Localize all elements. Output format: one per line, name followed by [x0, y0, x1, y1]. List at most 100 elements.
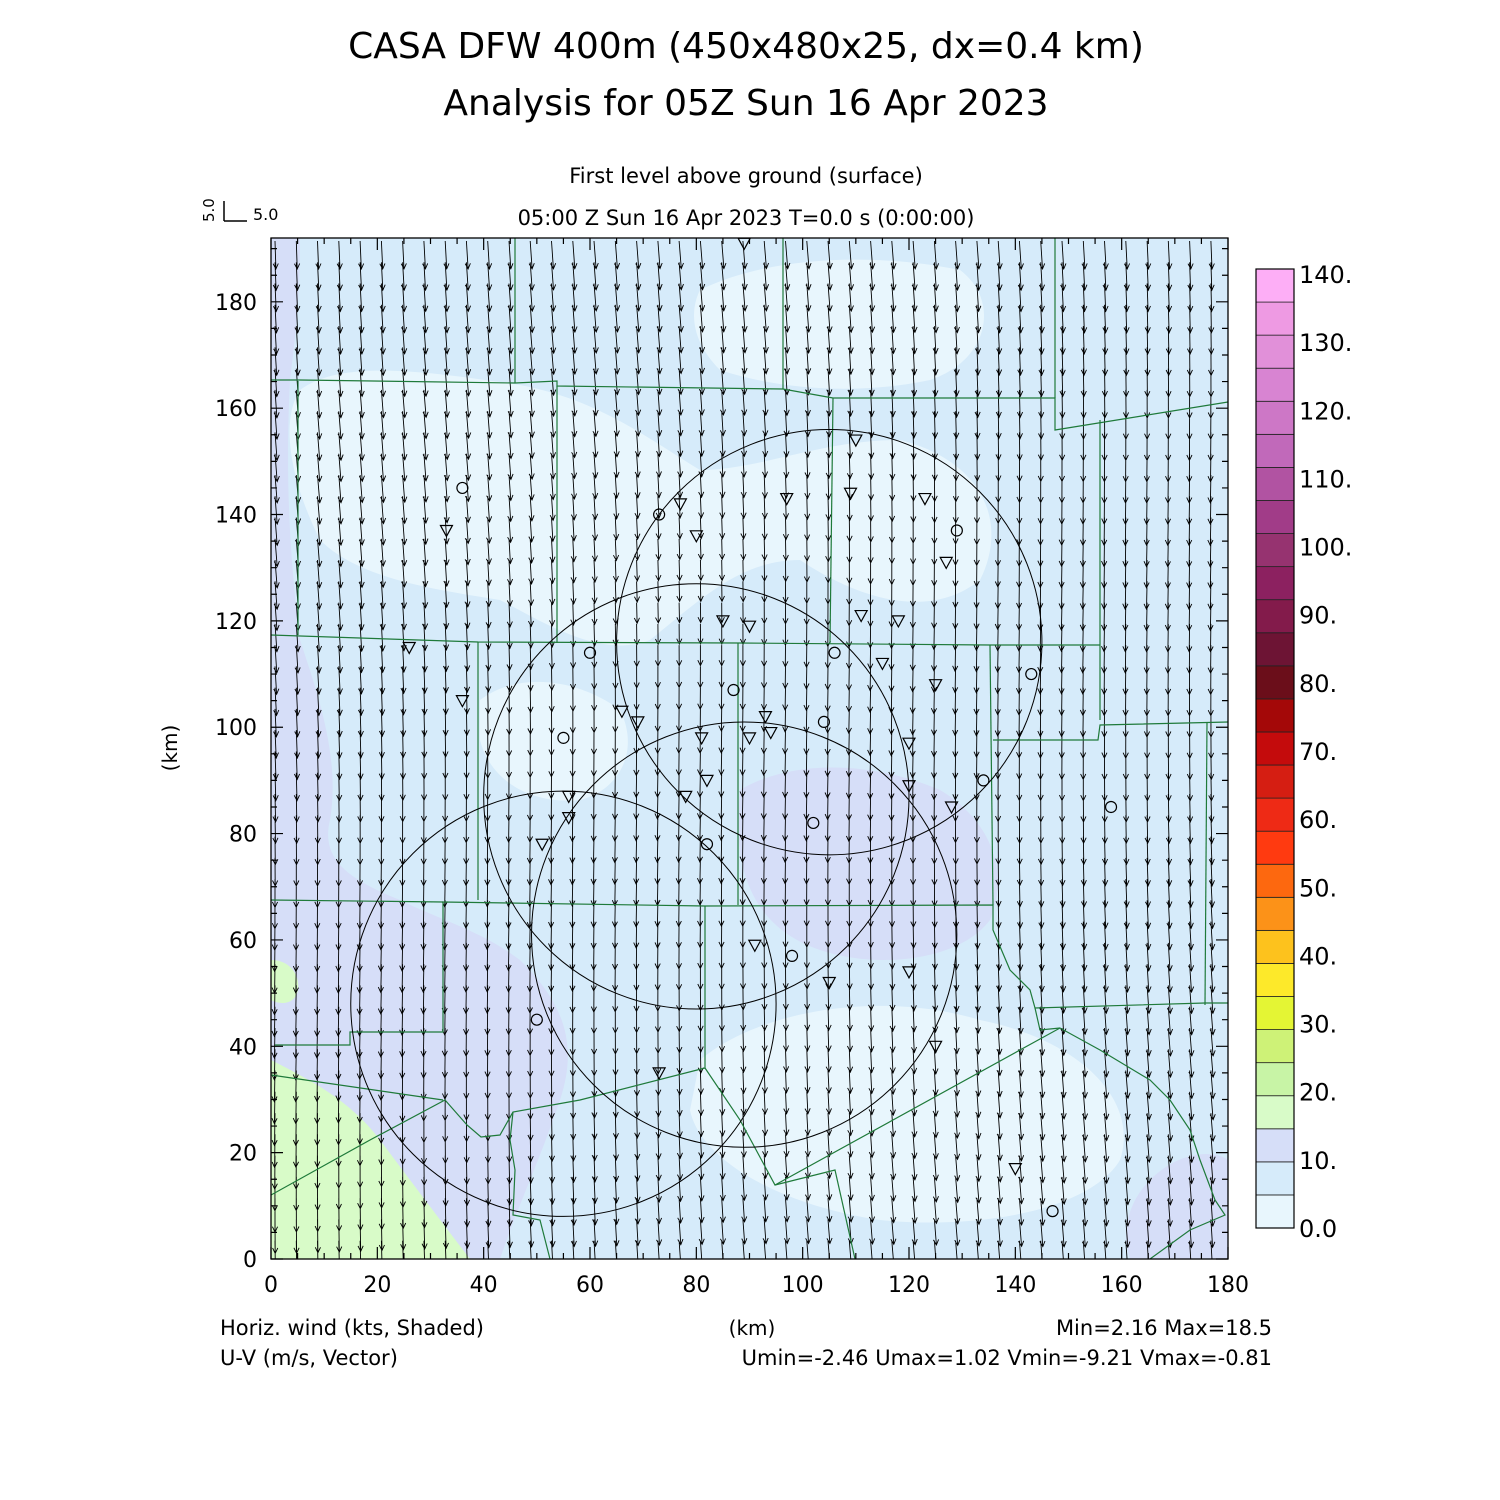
- colorbar-swatch: [1255, 467, 1295, 501]
- station-triangle-marker: [891, 615, 906, 629]
- station-circle-marker: [817, 715, 831, 729]
- y-tick-label: 20: [229, 1142, 257, 1167]
- y-axis-unit: (km): [158, 725, 182, 772]
- plot-area: [271, 238, 1228, 1259]
- shade-mid-east: [738, 767, 998, 960]
- x-tick-label: 100: [782, 1273, 824, 1298]
- colorbar-frame: [1255, 268, 1295, 1229]
- colorbar-swatch: [1255, 433, 1295, 468]
- radar-range-ring: [483, 583, 910, 1010]
- station-triangle-marker: [402, 641, 417, 655]
- colorbar-swatch: [1255, 698, 1295, 733]
- station-triangle-marker: [747, 939, 762, 953]
- y-tick-label: 140: [215, 504, 257, 529]
- county-line: [993, 721, 1228, 741]
- county-line: [271, 1074, 444, 1101]
- station-triangle-marker: [678, 790, 693, 804]
- shade-high-sw: [271, 1060, 470, 1259]
- y-tick-label: 80: [229, 823, 257, 848]
- colorbar-swatch: [1255, 599, 1295, 634]
- station-triangle-marker: [535, 838, 550, 852]
- station-markers: [402, 238, 1118, 1218]
- colorbar-swatch: [1255, 566, 1295, 601]
- station-triangle-marker: [843, 487, 858, 501]
- axes: 0 20 40 60 80 100 120 140 160 180 0 20 40 60 80 100 120 1…: [215, 238, 1249, 1298]
- time-subtitle: 05:00 Z Sun 16 Apr 2023 T=0.0 s (0:00:00…: [518, 206, 975, 230]
- main-title-line1: CASA DFW 400m (450x480x25, dx=0.4 km): [348, 26, 1144, 67]
- colorbar-swatch: [1255, 830, 1295, 865]
- colorbar-label: 120.: [1299, 397, 1352, 425]
- station-circle-marker: [807, 816, 820, 830]
- county-line: [829, 397, 834, 644]
- station-circle-marker: [785, 949, 799, 962]
- x-tick-label: 40: [470, 1273, 498, 1298]
- shade-low-south: [690, 1005, 1124, 1223]
- y-tick-label: 100: [215, 716, 257, 741]
- level-subtitle: First level above ground (surface): [569, 164, 923, 188]
- colorbar-label: 40.: [1299, 942, 1337, 970]
- colorbar-label: 130.: [1299, 329, 1352, 357]
- colorbar: 0.0 10. 20. 30. 40. 50. 60. 70. 80. 90. 100. 110. 12…: [1255, 261, 1352, 1243]
- colorbar-label: 90.: [1299, 602, 1337, 630]
- colorbar-swatch: [1255, 731, 1295, 766]
- min-max-readout: Min=2.16 Max=18.5: [1056, 1316, 1272, 1340]
- colorbar-swatch: [1255, 896, 1295, 931]
- main-title-line2: Analysis for 05Z Sun 16 Apr 2023: [443, 83, 1048, 124]
- station-triangle-marker: [822, 976, 837, 990]
- station-triangle-marker: [848, 434, 863, 448]
- y-tick-label: 60: [229, 929, 257, 954]
- station-triangle-marker: [875, 657, 890, 671]
- colorbar-swatch: [1255, 963, 1295, 997]
- station-triangle-marker: [742, 732, 757, 746]
- county-line: [271, 379, 1228, 431]
- station-triangle-marker: [673, 498, 688, 512]
- colorbar-swatch: [1255, 1194, 1295, 1229]
- station-triangle-marker: [439, 524, 454, 538]
- x-tick-label: 140: [994, 1273, 1036, 1298]
- colorbar-swatch: [1255, 929, 1295, 964]
- station-circle-marker: [1046, 1205, 1059, 1218]
- shade-low-northeast: [694, 259, 984, 389]
- station-triangle-marker: [455, 695, 470, 708]
- colorbar-label: 20.: [1299, 1079, 1337, 1107]
- station-triangle-marker: [763, 726, 778, 740]
- colorbar-label: 110.: [1299, 465, 1352, 493]
- station-triangle-marker: [614, 705, 629, 719]
- colorbar-label: 10.: [1299, 1147, 1337, 1175]
- vector-scale-v-label: 5.0: [200, 198, 218, 222]
- colorbar-label: 80.: [1299, 670, 1337, 698]
- colorbar-swatch: [1255, 1095, 1295, 1130]
- colorbar-swatch: [1255, 665, 1295, 700]
- shade-low-center: [480, 681, 628, 801]
- county-line: [989, 644, 994, 906]
- colorbar-label: 100.: [1299, 534, 1352, 562]
- colorbar-label: 70.: [1299, 738, 1337, 766]
- radar-range-ring: [616, 428, 1043, 856]
- station-circle-marker: [977, 774, 990, 787]
- colorbar-label: 0.0: [1299, 1215, 1337, 1243]
- station-triangle-marker: [944, 801, 959, 815]
- shade-mid-se: [1126, 1154, 1228, 1259]
- colorbar-swatch: [1255, 1128, 1295, 1163]
- colorbar-swatch: [1255, 1161, 1295, 1196]
- colorbar-label: 30.: [1299, 1011, 1337, 1039]
- station-triangle-marker: [901, 966, 917, 980]
- station-triangle-marker: [742, 620, 757, 634]
- uv-range-readout: Umin=-2.46 Umax=1.02 Vmin=-9.21 Vmax=-0.…: [742, 1346, 1272, 1370]
- radar-range-rings: [350, 428, 1043, 1217]
- y-tick-label: 160: [215, 397, 257, 422]
- station-triangle-marker: [652, 1067, 667, 1081]
- station-circle-marker: [1104, 800, 1118, 814]
- station-triangle-marker: [939, 556, 954, 570]
- station-circle-marker: [828, 646, 841, 659]
- colorbar-swatch: [1255, 268, 1295, 303]
- station-triangle-marker: [689, 530, 704, 544]
- county-line: [271, 1067, 706, 1196]
- x-axis-unit: (km): [729, 1316, 776, 1340]
- station-triangle-marker: [917, 492, 932, 506]
- colorbar-swatch: [1255, 1062, 1295, 1097]
- county-line: [275, 902, 444, 1046]
- station-triangle-marker: [901, 737, 917, 751]
- radar-range-ring: [531, 721, 958, 1148]
